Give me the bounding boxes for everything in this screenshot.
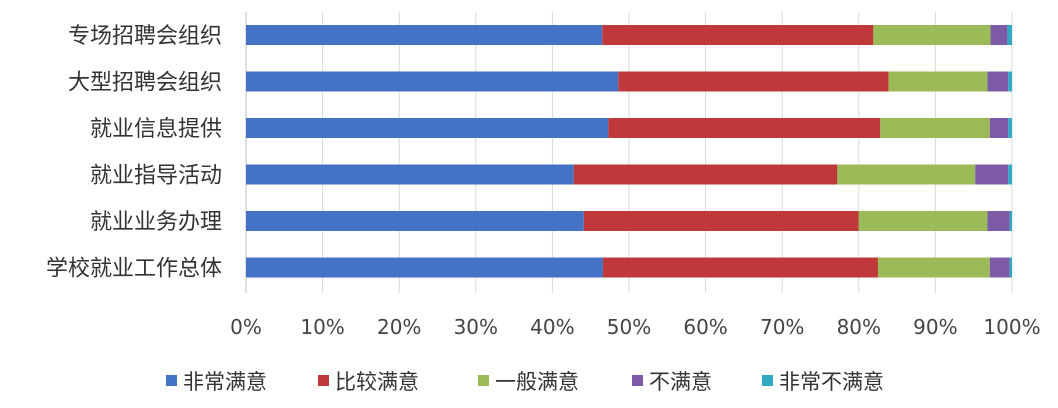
x-tick-label: 70% (760, 315, 804, 339)
legend-label: 一般满意 (495, 370, 579, 394)
bar-segment (989, 118, 1009, 138)
bar-segment (246, 71, 619, 92)
legend-swatch (318, 375, 329, 386)
legend: 非常满意 比较满意 一般满意 不满意 非常不满意 (166, 370, 884, 394)
category-label: 就业信息提供 (90, 117, 222, 142)
bar-segment (1008, 71, 1012, 92)
bar-segment (837, 164, 976, 185)
x-tick-label: 90% (913, 315, 957, 339)
legend-label: 非常满意 (183, 370, 267, 394)
gridlines (245, 12, 1013, 293)
bar-segment (583, 211, 859, 231)
x-tick-label: 0% (230, 315, 262, 339)
x-tick-label: 80% (837, 315, 881, 339)
bar-segment (246, 211, 584, 231)
x-tick-label: 50% (607, 315, 651, 339)
bar-segment (873, 25, 991, 45)
legend-label: 非常不满意 (779, 370, 884, 394)
bar-segment (987, 211, 1010, 231)
bar-segment (246, 118, 609, 138)
x-tick-label: 40% (530, 315, 574, 339)
bar-segment (975, 164, 1009, 185)
legend-swatch (632, 375, 643, 386)
bar-segment (888, 71, 988, 92)
x-tick-label: 30% (454, 315, 498, 339)
legend-swatch (478, 375, 489, 386)
x-tick-label: 10% (300, 315, 344, 339)
bar-segment (1007, 25, 1012, 45)
category-label: 专场招聘会组织 (68, 24, 222, 49)
bar-segment (989, 257, 1010, 278)
category-label: 就业指导活动 (90, 164, 222, 189)
bar-segment (608, 118, 881, 138)
bars (246, 25, 1012, 278)
category-label: 大型招聘会组织 (68, 71, 222, 96)
legend-label: 比较满意 (335, 370, 419, 394)
bar-segment (1008, 118, 1012, 138)
bar-segment (246, 25, 603, 45)
bar-segment (877, 257, 990, 278)
bar-segment (246, 164, 574, 185)
bar-segment (602, 25, 874, 45)
x-axis-ticks: 0% 10% 20% 30% 40% 50% 60% 70% 80% 90% 100% (230, 315, 1040, 339)
bar-segment (246, 257, 603, 278)
bar-segment (880, 118, 990, 138)
bar-segment (987, 71, 1009, 92)
x-tick-label: 100% (983, 315, 1040, 339)
legend-label: 不满意 (649, 370, 712, 394)
category-label: 学校就业工作总体 (46, 257, 222, 282)
bar-segment (602, 257, 878, 278)
legend-swatch (762, 375, 773, 386)
bar-segment (1009, 211, 1012, 231)
bar-segment (1008, 164, 1012, 185)
bar-segment (990, 25, 1008, 45)
x-tick-label: 60% (683, 315, 727, 339)
bar-segment (1009, 257, 1012, 278)
legend-swatch (166, 375, 177, 386)
category-label: 就业业务办理 (90, 210, 222, 235)
bar-segment (573, 164, 838, 185)
x-tick-label: 20% (377, 315, 421, 339)
bar-segment (618, 71, 889, 92)
bar-segment (858, 211, 988, 231)
